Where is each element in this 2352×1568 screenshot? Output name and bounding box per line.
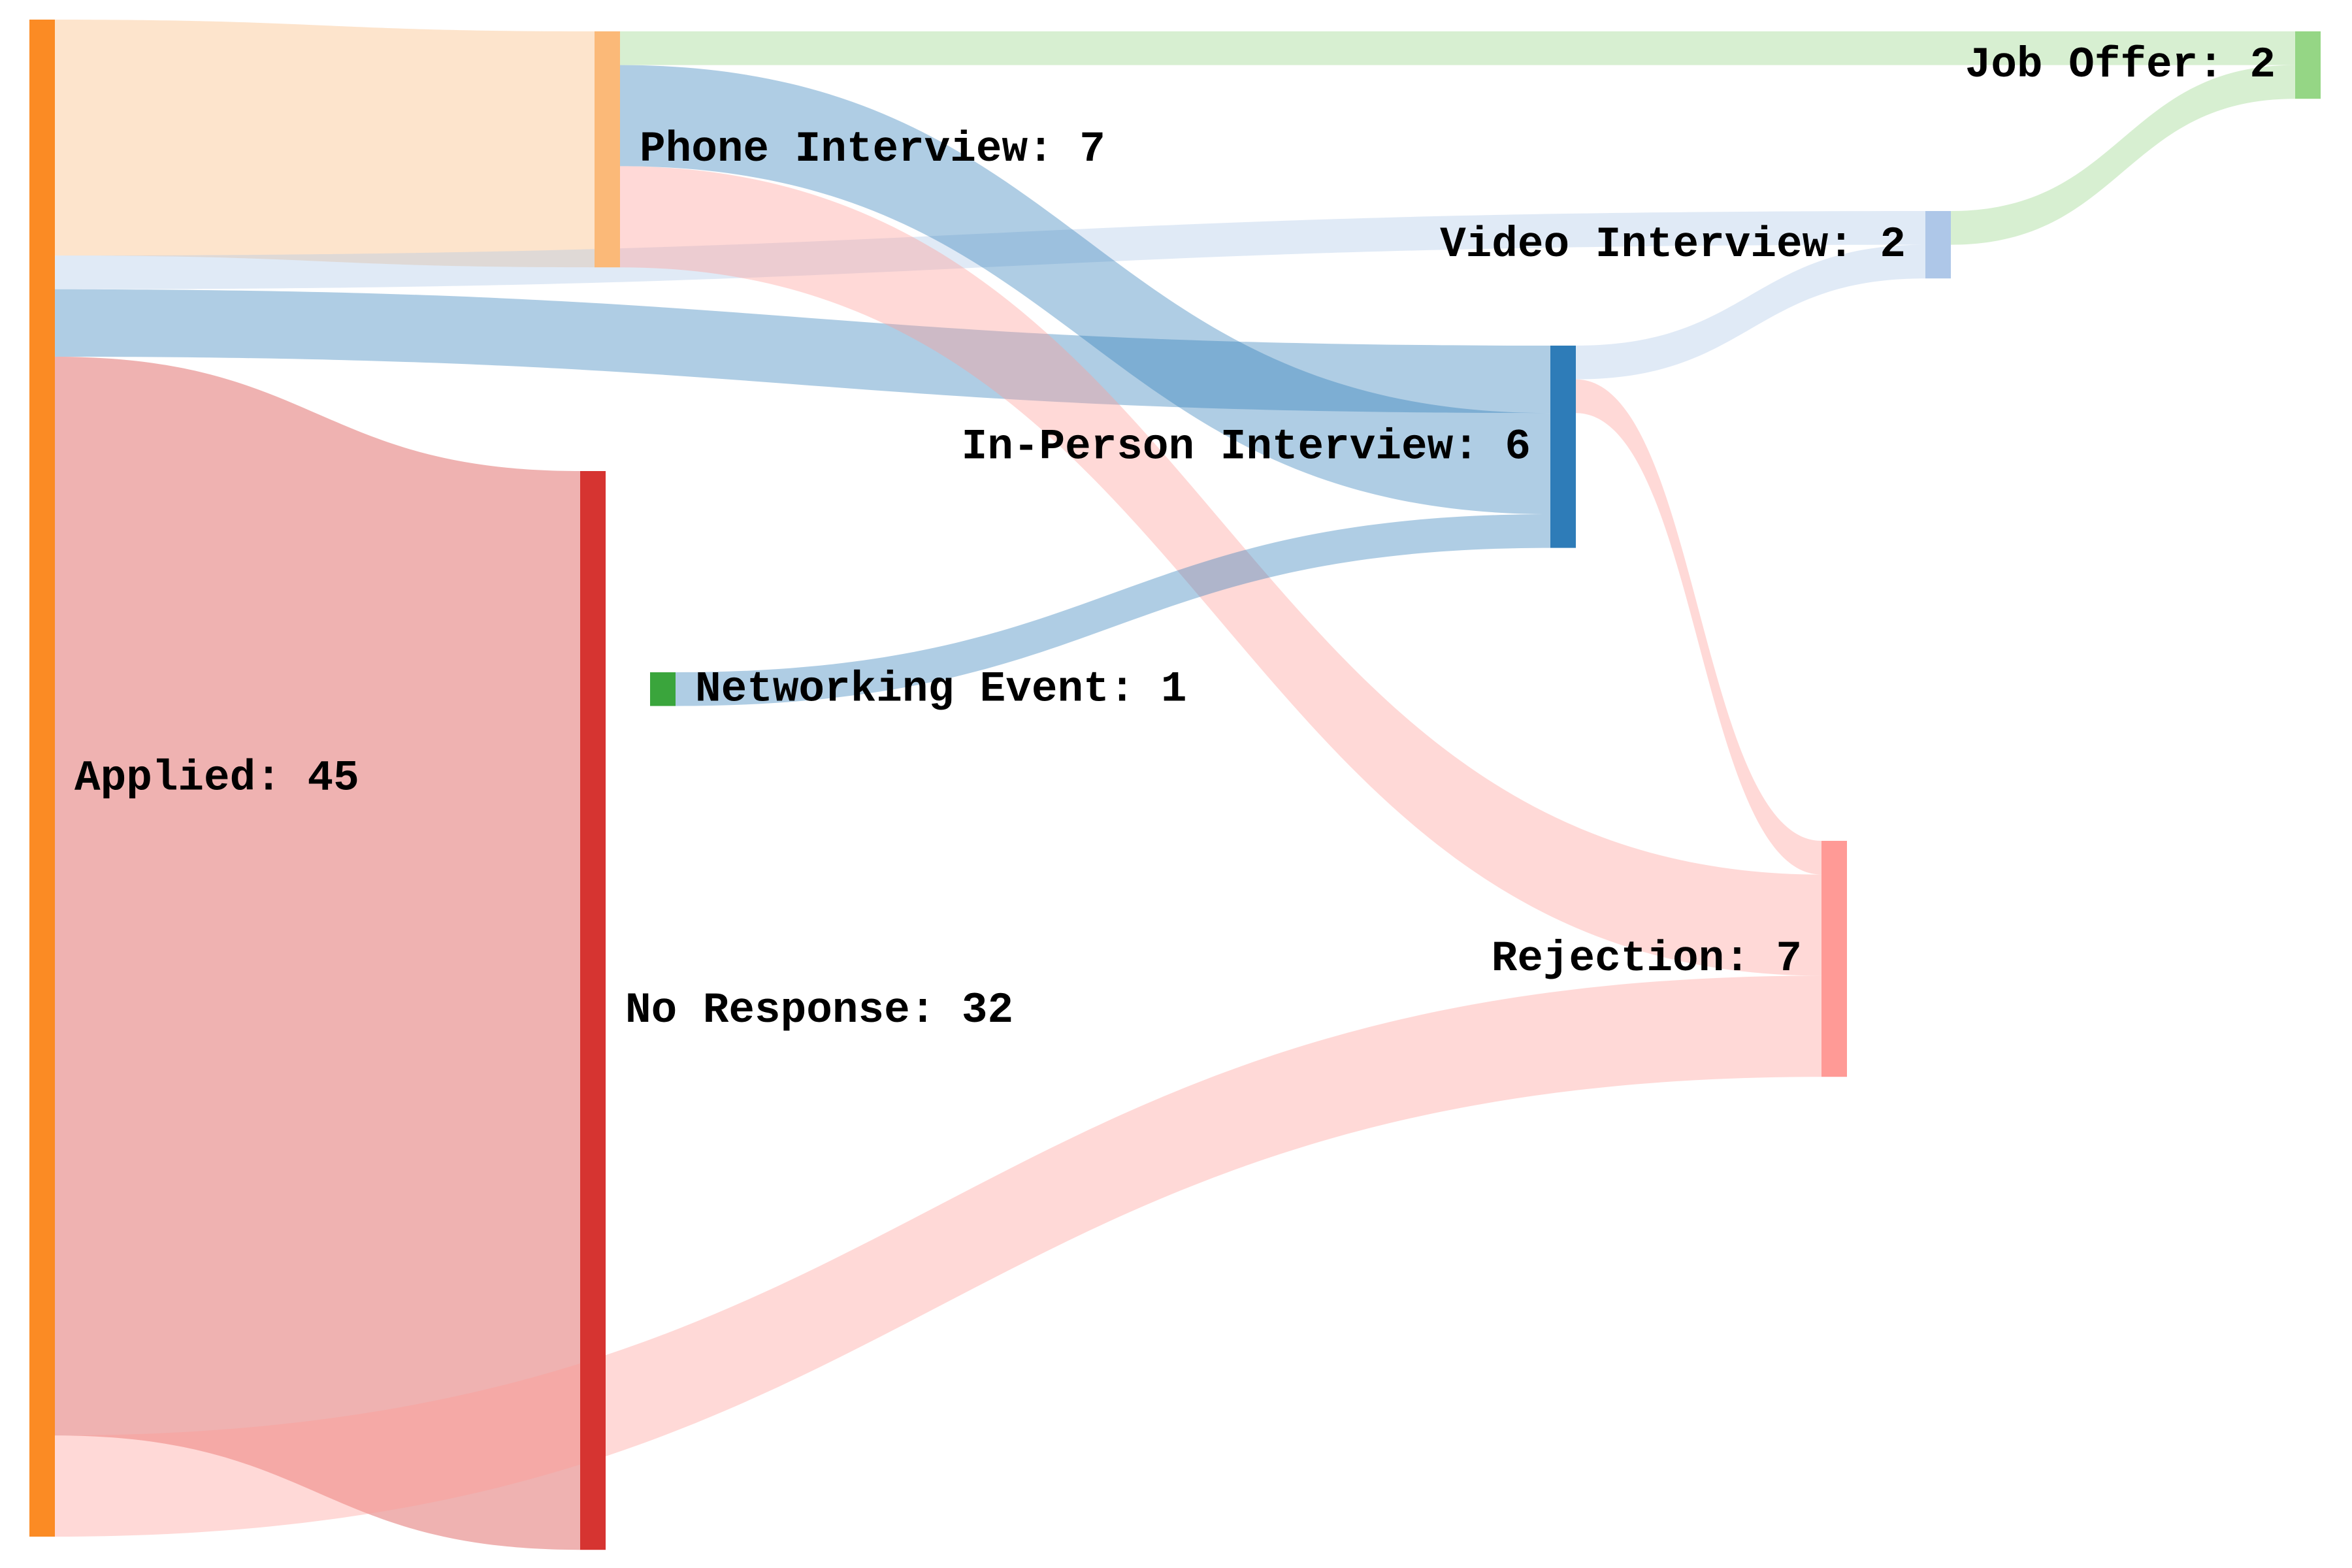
link-applied-to-rejection[interactable]: [55, 975, 1821, 1537]
node-job_offer[interactable]: [2295, 31, 2321, 99]
node-label-applied: Applied: 45: [74, 754, 359, 803]
link-networking-to-in_person[interactable]: [676, 514, 1550, 706]
node-networking[interactable]: [650, 672, 676, 706]
link-video-to-job_offer[interactable]: [1951, 65, 2295, 245]
node-no_response[interactable]: [580, 471, 606, 1550]
link-applied-to-phone[interactable]: [55, 20, 595, 268]
node-rejection[interactable]: [1821, 841, 1847, 1077]
node-applied[interactable]: [29, 20, 55, 1537]
node-label-in_person: In-Person Interview: 6: [962, 422, 1531, 471]
node-phone[interactable]: [595, 31, 620, 268]
link-phone-to-in_person[interactable]: [620, 65, 1550, 515]
node-video[interactable]: [1925, 211, 1951, 279]
node-label-networking: Networking Event: 1: [695, 664, 1187, 713]
link-applied-to-no_response[interactable]: [55, 357, 580, 1550]
link-phone-to-rejection[interactable]: [620, 166, 1821, 976]
node-label-job_offer: Job Offer: 2: [1965, 41, 2276, 90]
node-label-video: Video Interview: 2: [1440, 220, 1906, 269]
link-phone-to-job_offer[interactable]: [620, 31, 2295, 65]
sankey-nodes-layer: [29, 20, 2321, 1550]
link-in_person-to-rejection[interactable]: [1576, 379, 1821, 875]
node-label-rejection: Rejection: 7: [1492, 934, 1802, 983]
node-label-no_response: No Response: 32: [625, 986, 1013, 1035]
node-label-phone: Phone Interview: 7: [640, 125, 1105, 174]
sankey-links-layer: [55, 20, 2295, 1550]
link-applied-to-video[interactable]: [55, 211, 1925, 289]
sankey-labels-layer: Applied: 45 Phone Interview: 7 No Response…: [74, 41, 2276, 1035]
link-applied-to-in_person[interactable]: [55, 289, 1550, 414]
link-in_person-to-video[interactable]: [1576, 244, 1925, 380]
node-in_person[interactable]: [1550, 346, 1576, 548]
